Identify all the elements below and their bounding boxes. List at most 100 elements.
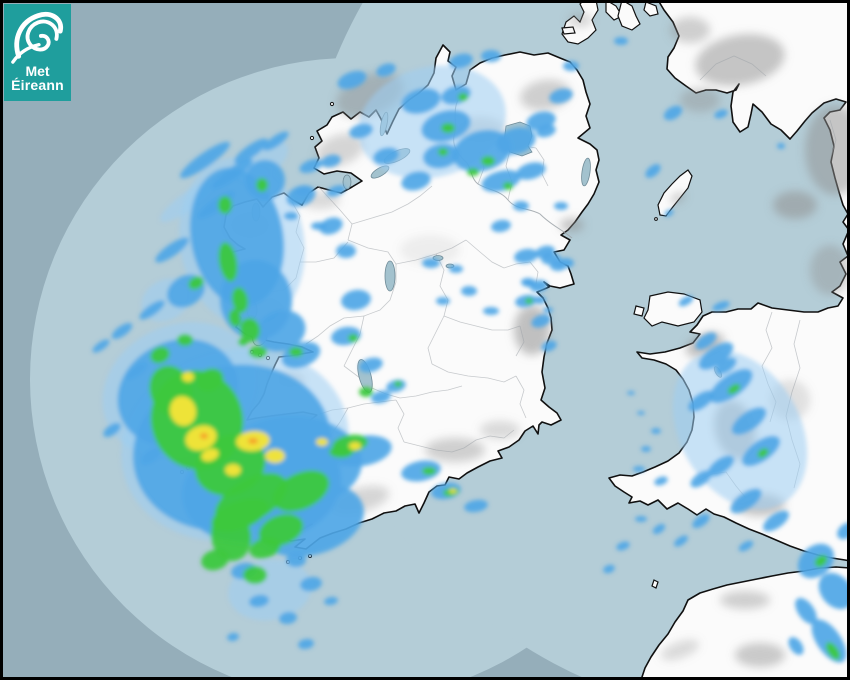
rain-very-heavy-echo [169, 396, 197, 426]
rain-moderate-echo [563, 61, 579, 71]
rain-moderate-echo [319, 217, 343, 235]
rain-moderate-echo [554, 202, 568, 210]
rain-moderate-echo [401, 460, 441, 482]
lake-strangford-lough [581, 157, 591, 187]
rain-heavy-echo [348, 334, 358, 342]
rain-very-heavy-echo [185, 425, 217, 451]
rain-moderate-echo [633, 466, 645, 472]
rain-very-heavy-echo [449, 489, 457, 493]
rain-moderate-echo [139, 300, 165, 320]
rain-moderate-echo [516, 162, 546, 180]
island-holy-island [633, 305, 645, 317]
rain-moderate-echo [731, 407, 767, 435]
rain-moderate-echo [627, 391, 635, 395]
rain-moderate-echo [715, 357, 737, 375]
rain-heavy-echo [218, 196, 232, 214]
rain-moderate-echo [837, 522, 850, 540]
rain-heavy-echo [231, 287, 249, 313]
lake-lough-ree [384, 260, 396, 292]
rain-moderate-echo [543, 307, 553, 313]
rain-heavy-echo [228, 309, 242, 327]
rain-moderate-echo [180, 141, 230, 179]
rain-heavy-echo [481, 156, 495, 166]
rain-heavy-echo [441, 123, 455, 133]
rain-moderate-echo [481, 50, 501, 62]
rain-moderate-echo [603, 564, 615, 574]
rain-very-heavy-echo [265, 449, 285, 463]
rain-heavy-echo [825, 642, 841, 660]
rain-very-heavy-echo [182, 372, 194, 382]
rain-heavy-echo [188, 276, 204, 290]
rain-moderate-echo [614, 37, 628, 45]
rain-moderate-echo [496, 127, 536, 155]
island-arran [643, 1, 659, 17]
rain-heavy-echo [238, 338, 248, 346]
island-anglesey [643, 291, 703, 327]
rain-heavy-echo [359, 387, 373, 397]
rain-heavy-echo [150, 346, 170, 364]
rain-moderate-echo [763, 510, 789, 532]
rain-very-heavy-echo [201, 448, 219, 462]
rain-moderate-echo [513, 201, 529, 211]
rain-moderate-echo [373, 147, 399, 165]
rain-moderate-echo [692, 513, 710, 529]
rain-heavy-echo [249, 537, 281, 559]
rain-heavy-echo [458, 93, 468, 101]
rain-moderate-echo [549, 88, 573, 104]
precipitation-layer [92, 37, 850, 663]
rain-moderate-echo [263, 131, 289, 151]
rain-moderate-echo [371, 390, 391, 404]
rain-moderate-echo [279, 611, 297, 625]
rain-moderate-echo [708, 455, 734, 477]
lake-lough-allen [342, 174, 352, 190]
rain-moderate-echo [654, 476, 668, 486]
rain-moderate-echo [674, 535, 688, 547]
rain-moderate-echo [326, 185, 346, 197]
rain-moderate-echo [738, 540, 754, 552]
rain-moderate-echo [92, 339, 110, 353]
rain-very-heavy-echo [349, 442, 361, 450]
rain-moderate-echo [461, 286, 477, 296]
rain-moderate-echo [536, 124, 556, 138]
rain-heavy-echo [289, 347, 303, 357]
rain-heavy-echo [503, 182, 513, 190]
rain-heavy-echo [211, 498, 269, 532]
rain-moderate-echo [321, 154, 341, 168]
rain-moderate-echo [695, 332, 717, 350]
rain-very-heavy-echo [225, 464, 241, 476]
rain-moderate-echo [249, 594, 269, 608]
rain-heavy-echo [814, 555, 828, 567]
rain-moderate-echo [311, 222, 327, 230]
rain-moderate-echo [698, 342, 734, 370]
rain-moderate-echo [124, 362, 148, 380]
rain-heavy-echo [201, 549, 229, 571]
rain-moderate-echo [341, 289, 371, 311]
rain-moderate-echo [531, 314, 551, 328]
rain-moderate-echo [286, 553, 306, 567]
rain-heavy-echo [757, 448, 769, 458]
rain-moderate-echo [298, 638, 314, 650]
rain-moderate-echo [349, 123, 373, 139]
rain-extreme-echo [248, 438, 258, 444]
rain-heavy-echo [256, 178, 268, 192]
rain-moderate-echo [436, 297, 450, 305]
island-isle-of-man [657, 169, 693, 217]
rain-heavy-echo [329, 446, 353, 458]
peninsula-kintyre [617, 0, 641, 31]
rain-moderate-echo [514, 248, 538, 264]
rain-moderate-echo [688, 390, 714, 412]
rain-moderate-echo [491, 219, 511, 233]
rain-heavy-echo [249, 346, 267, 358]
rain-heavy-echo [394, 381, 402, 387]
rain-moderate-echo [449, 265, 463, 273]
rain-moderate-echo [664, 209, 674, 217]
island-lundy [651, 579, 659, 589]
rain-moderate-echo [401, 171, 431, 191]
rain-moderate-echo [645, 164, 661, 178]
rain-moderate-echo [452, 130, 512, 172]
rain-moderate-echo [818, 572, 850, 610]
rain-very-heavy-echo [316, 438, 328, 446]
rain-moderate-echo [637, 411, 645, 415]
rain-moderate-echo [422, 258, 440, 268]
rain-moderate-echo [641, 446, 651, 452]
